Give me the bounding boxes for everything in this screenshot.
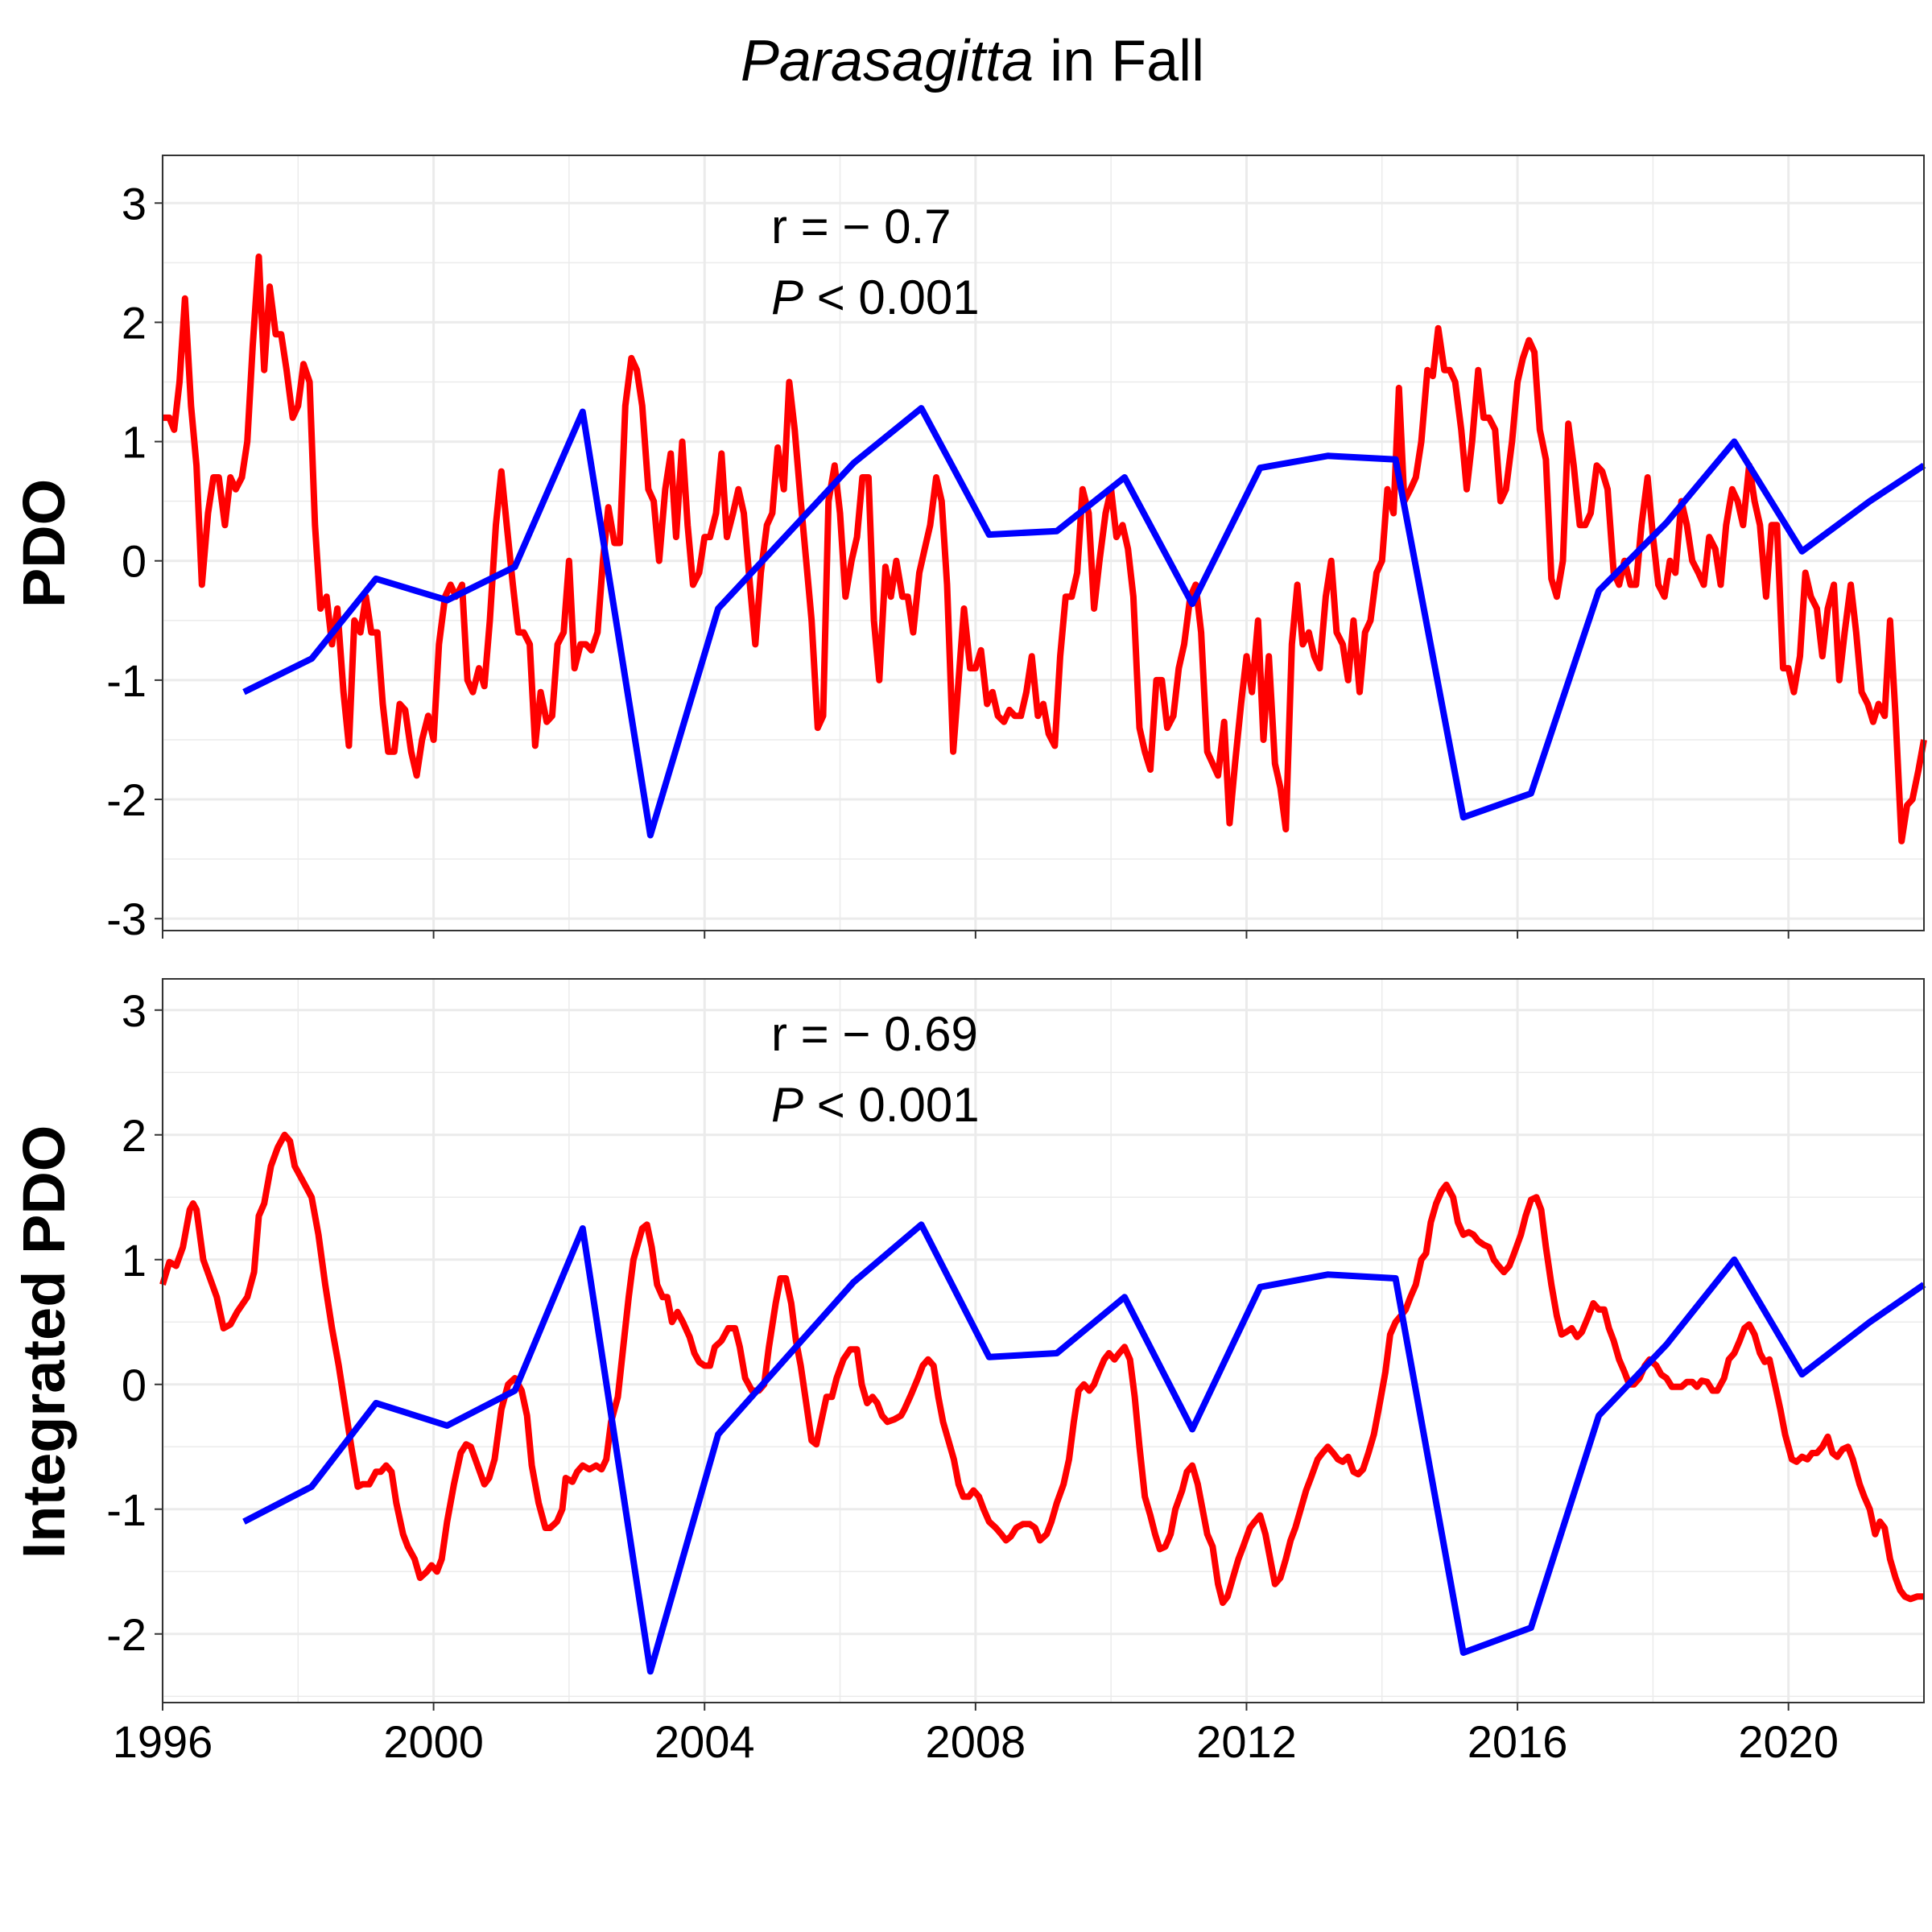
series-line-abundance [242, 1221, 1926, 1675]
panel-integrated-pdo-series [159, 1131, 1926, 1675]
x-tick-label: 1996 [113, 1716, 213, 1767]
x-tick-label: 2020 [1738, 1716, 1839, 1767]
x-tick-label: 2000 [383, 1716, 484, 1767]
panel-integrated-pdo-ylabel: Integrated PDO [10, 1125, 77, 1559]
panel-pdo-border [162, 155, 1925, 931]
panel-integrated-pdo-xticks: 1996 2000 2004 2008 2012 2016 2020 [113, 1703, 1839, 1767]
chart-title-italic: Parasagitta [741, 29, 1034, 93]
x-tick-label: 2004 [654, 1716, 755, 1767]
y-tick-label: 2 [122, 1110, 147, 1161]
y-tick-label: -1 [106, 1484, 147, 1535]
panel-integrated-pdo-p-symbol: P [771, 1078, 803, 1132]
y-tick-label: -2 [106, 1609, 147, 1660]
panel-integrated-pdo-yticks: 3 2 1 0 -1 -2 [106, 985, 163, 1660]
panel-pdo-r-annotation: r = − 0.7 [771, 200, 951, 254]
panel-pdo-p-annotation: P < 0.001 [771, 270, 980, 324]
y-tick-label: 2 [122, 297, 147, 348]
x-tick-label: 2012 [1196, 1716, 1297, 1767]
series-line-abundance [242, 405, 1926, 839]
x-tick-label: 2008 [926, 1716, 1026, 1767]
y-tick-label: 0 [122, 536, 147, 587]
panel-pdo-xticks [162, 931, 1790, 939]
panel-pdo-series [163, 253, 1927, 844]
y-tick-label: 1 [122, 1235, 147, 1286]
panel-integrated-pdo-border [162, 978, 1925, 1703]
panel-pdo: 3 2 1 0 -1 -2 -3 PDO r = − 0.7 P < 0.001 [10, 155, 1927, 944]
chart-title-rest: in Fall [1034, 29, 1204, 93]
chart-title: Parasagitta in Fall [741, 29, 1204, 93]
x-tick-label: 2016 [1468, 1716, 1568, 1767]
panel-pdo-ylabel: PDO [10, 479, 77, 608]
panel-integrated-pdo-p-annotation: P < 0.001 [771, 1078, 980, 1132]
panel-integrated-pdo-r-annotation: r = − 0.69 [771, 1007, 978, 1061]
panel-integrated-pdo-p-rest: < 0.001 [803, 1078, 980, 1132]
y-tick-label: -2 [106, 774, 147, 825]
panel-pdo-p-symbol: P [771, 270, 803, 324]
y-tick-label: 1 [122, 417, 147, 468]
panel-integrated-pdo: 3 2 1 0 -1 -2 1996 2000 2004 2008 2012 2016 2020 In… [10, 978, 1926, 1767]
y-tick-label: 3 [122, 985, 147, 1036]
y-tick-label: -3 [106, 894, 147, 944]
panel-integrated-pdo-grid [161, 979, 1924, 1703]
panel-pdo-yticks: 3 2 1 0 -1 -2 -3 [106, 178, 163, 944]
panel-pdo-p-rest: < 0.001 [803, 270, 980, 324]
y-tick-label: 0 [122, 1360, 147, 1410]
y-tick-label: -1 [106, 655, 147, 706]
y-tick-label: 3 [122, 178, 147, 229]
